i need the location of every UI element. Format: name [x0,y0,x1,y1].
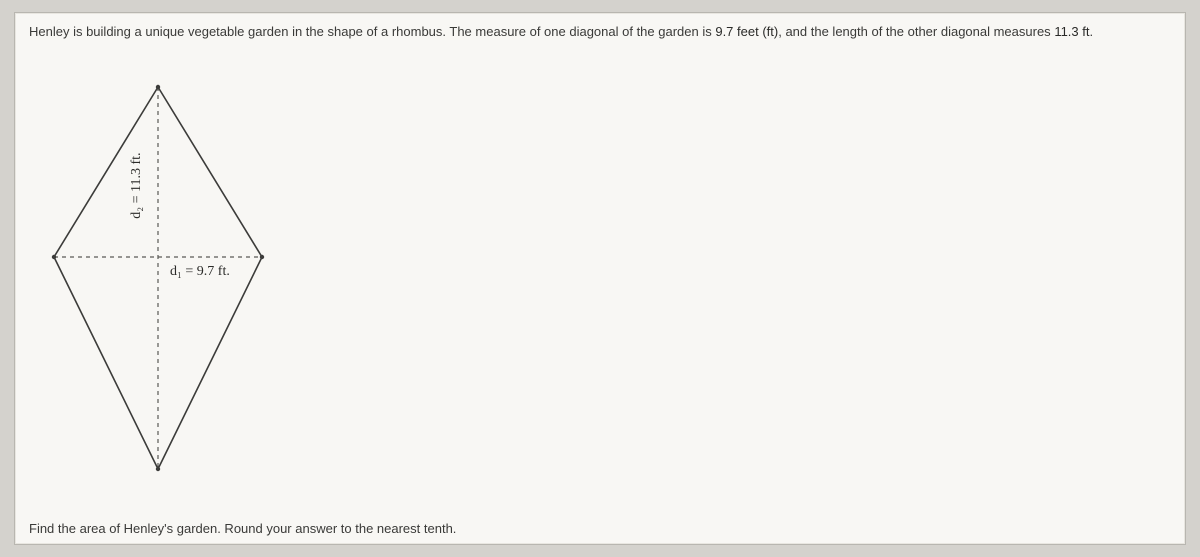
diagonal-1-value: 9.7 feet (ft) [715,24,778,39]
figure-area: d₁ = 9.7 ft. d₂ = 11.3 ft. [29,47,1171,515]
d1-label: d₁ = 9.7 ft. [170,264,230,279]
vertex-dot [156,467,160,471]
problem-suffix: . [1090,24,1094,39]
rhombus-diagram: d₁ = 9.7 ft. d₂ = 11.3 ft. [43,47,303,497]
vertex-dot [156,85,160,89]
problem-middle: , and the length of the other diagonal m… [778,24,1054,39]
problem-statement: Henley is building a unique vegetable ga… [29,23,1171,41]
problem-prefix: Henley is building a unique vegetable ga… [29,24,715,39]
vertex-dot [260,255,264,259]
diagonal-2-value: 11.3 ft [1054,24,1089,39]
instruction-text: Find the area of Henley's garden. Round … [29,515,1171,536]
problem-card: Henley is building a unique vegetable ga… [14,12,1186,545]
vertex-dot [52,255,56,259]
d2-label: d₂ = 11.3 ft. [129,153,144,219]
